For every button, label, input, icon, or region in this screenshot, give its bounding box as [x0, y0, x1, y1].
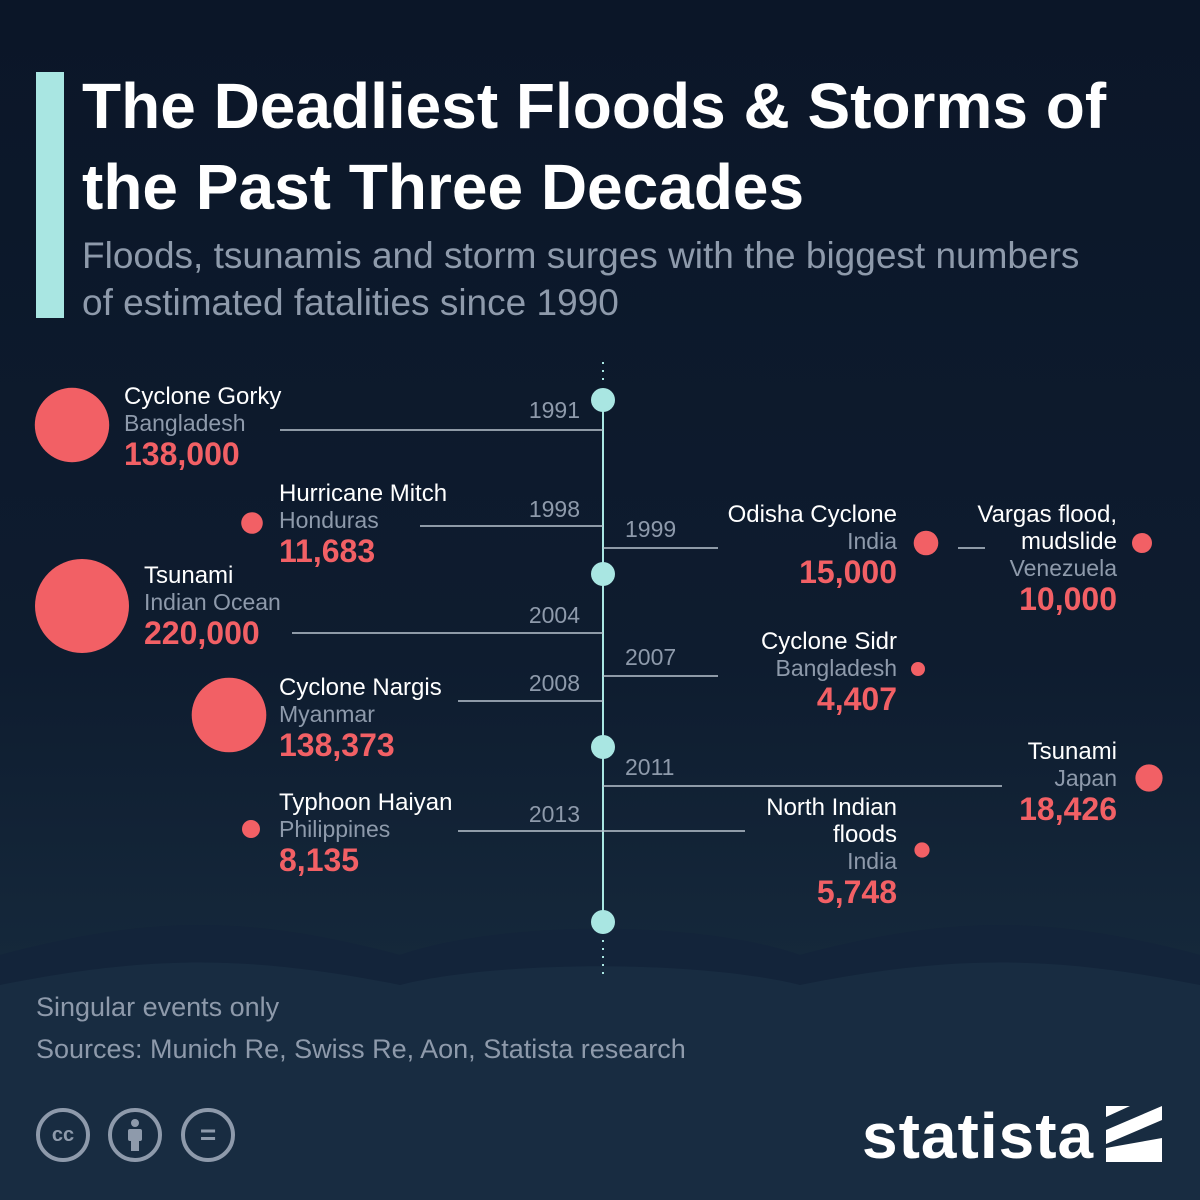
event-name: North Indian [766, 794, 897, 821]
year-label: 1998 [529, 496, 580, 522]
attribution-icon[interactable] [108, 1108, 162, 1162]
fatalities-value: 11,683 [279, 533, 375, 569]
no-derivatives-icon[interactable]: = [181, 1108, 235, 1162]
sources-line: Sources: Munich Re, Swiss Re, Aon, Stati… [36, 1034, 686, 1064]
fatalities-value: 10,000 [1019, 581, 1117, 617]
event-name: Cyclone Gorky [124, 383, 281, 410]
year-label: 2011 [625, 754, 674, 780]
timeline-node [591, 735, 615, 759]
fatalities-value: 138,000 [124, 436, 240, 472]
year-label: 2007 [625, 644, 676, 670]
fatalities-value: 220,000 [144, 615, 260, 651]
statista-logo-icon [1106, 1106, 1162, 1162]
fatality-bubble [35, 559, 129, 653]
year-label: 2008 [529, 670, 580, 696]
event-location: Bangladesh [776, 655, 898, 681]
event-location: Myanmar [279, 701, 375, 727]
brand-wordmark[interactable]: statista [862, 1100, 1095, 1172]
event-location: Honduras [279, 507, 379, 533]
fatality-bubble [1135, 764, 1163, 792]
event-location: Philippines [279, 816, 390, 842]
fatality-bubble [34, 387, 110, 463]
title-accent-bar [36, 72, 64, 318]
fatality-bubble [914, 842, 930, 858]
fatality-bubble [913, 530, 939, 556]
event-name: mudslide [1021, 528, 1117, 555]
event-name: Cyclone Nargis [279, 674, 442, 701]
year-label: 2004 [529, 602, 580, 628]
chart-subtitle: Floods, tsunamis and storm surges with t… [82, 235, 1080, 323]
fatality-bubble [911, 662, 925, 676]
timeline-node [591, 562, 615, 586]
event-location: India [847, 528, 897, 554]
fatalities-value: 15,000 [799, 554, 897, 590]
event-name: Cyclone Sidr [761, 628, 897, 655]
fatalities-value: 4,407 [817, 681, 897, 717]
event-name: Typhoon Haiyan [279, 789, 452, 816]
year-label: 1999 [625, 516, 676, 542]
fatalities-value: 138,373 [279, 727, 395, 763]
footnote: Singular events only [36, 992, 280, 1022]
event-name: Odisha Cyclone [728, 501, 897, 528]
event-name: Tsunami [1028, 738, 1117, 765]
fatality-bubble [242, 820, 260, 838]
fatalities-value: 18,426 [1019, 791, 1117, 827]
fatality-bubble [191, 677, 267, 753]
event-name: Tsunami [144, 562, 233, 589]
cc-icon[interactable]: cc [36, 1108, 90, 1162]
wave-shape [0, 962, 1200, 1200]
event-location: India [847, 848, 897, 874]
event-location: Bangladesh [124, 410, 246, 436]
chart-title: The Deadliest Floods & Storms of the Pas… [82, 70, 1107, 223]
event-location: Venezuela [1010, 555, 1118, 581]
event-location: Indian Ocean [144, 589, 281, 615]
event-name: floods [833, 821, 897, 848]
fatalities-value: 8,135 [279, 842, 359, 878]
event-location: Japan [1054, 765, 1117, 791]
year-label: 2013 [529, 801, 580, 827]
fatality-bubble [241, 512, 263, 534]
fatalities-value: 5,748 [817, 874, 897, 910]
timeline-node [591, 910, 615, 934]
event-name: Hurricane Mitch [279, 480, 447, 507]
event-name: Vargas flood, [977, 501, 1117, 528]
timeline-node [591, 388, 615, 412]
year-label: 1991 [529, 397, 580, 423]
fatality-bubble [1132, 533, 1152, 553]
